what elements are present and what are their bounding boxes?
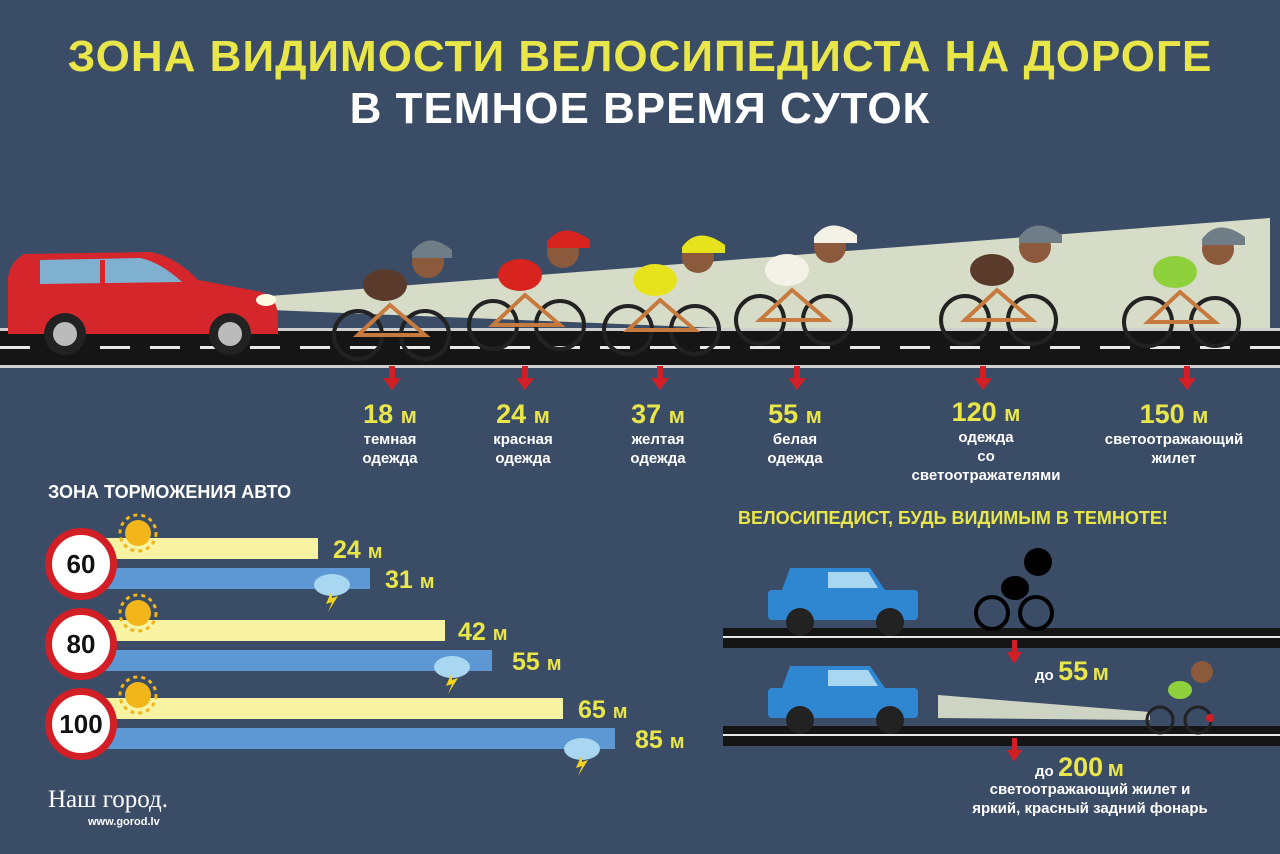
storm-cloud-icon bbox=[314, 574, 350, 612]
top-scene bbox=[0, 218, 1280, 390]
cyclist-2 bbox=[467, 230, 590, 351]
sun-icon bbox=[118, 593, 158, 633]
compare-visible: до 200 м bbox=[1035, 752, 1124, 782]
visible-cyclist bbox=[1145, 661, 1214, 735]
bar-80-dry bbox=[100, 620, 445, 641]
slogan: ВЕЛОСИПЕДИСТ, БУДЬ ВИДИМЫМ В ТЕМНОТЕ! bbox=[738, 508, 1168, 528]
visibility-red: 24 м красная одежда bbox=[493, 399, 553, 467]
cyclist-6 bbox=[1122, 227, 1245, 348]
visibility-dark: 18 м темная одежда bbox=[362, 399, 418, 467]
speed-sign-80: 80 bbox=[45, 608, 117, 680]
speed-sign-100: 100 bbox=[45, 688, 117, 760]
comparison-scene bbox=[723, 548, 1280, 762]
value-100-dry: 65 м bbox=[578, 696, 628, 724]
blue-jeep bbox=[768, 666, 918, 734]
bar-60-wet bbox=[100, 568, 370, 589]
visibility-vest: 150 м светоотражающий жилет bbox=[1104, 399, 1244, 467]
sun-icon bbox=[118, 675, 158, 715]
arrow-icons bbox=[1007, 640, 1022, 762]
sun-icon bbox=[118, 513, 158, 553]
dark-cyclist bbox=[974, 548, 1054, 631]
blue-jeep bbox=[768, 568, 918, 636]
storm-cloud-icon bbox=[564, 738, 600, 776]
headlight-beam bbox=[938, 695, 1150, 720]
cyclist-1 bbox=[332, 240, 452, 361]
cyclist-4 bbox=[734, 225, 857, 346]
logo-url: www.gorod.lv bbox=[88, 816, 160, 828]
value-60-dry: 24 м bbox=[333, 536, 383, 564]
bar-80-wet bbox=[100, 650, 492, 671]
storm-cloud-icon bbox=[434, 656, 470, 694]
arrow-icons bbox=[383, 366, 1196, 390]
weather-icons bbox=[118, 513, 600, 776]
red-car bbox=[8, 252, 278, 355]
compare-dark: до 55 м bbox=[1035, 656, 1109, 686]
value-80-wet: 55 м bbox=[512, 648, 562, 676]
visibility-white: 55 м белая одежда bbox=[767, 399, 823, 467]
compare-note: светоотражающий жилет и яркий, красный з… bbox=[972, 781, 1208, 817]
visibility-yellow: 37 м желтая одежда bbox=[630, 399, 686, 467]
title-line-1: ЗОНА ВИДИМОСТИ ВЕЛОСИПЕДИСТА НА ДОРОГЕ bbox=[67, 32, 1213, 81]
cyclist-3 bbox=[602, 235, 725, 356]
value-80-dry: 42 м bbox=[458, 618, 508, 646]
visibility-reflectors: 120 м одежда со светоотражателями bbox=[911, 397, 1061, 484]
bar-100-dry bbox=[100, 698, 563, 719]
value-60-wet: 31 м bbox=[385, 566, 435, 594]
bar-100-wet bbox=[100, 728, 615, 749]
title-line-2: В ТЕМНОЕ ВРЕМЯ СУТОК bbox=[349, 84, 931, 133]
speed-sign-60: 60 bbox=[45, 528, 117, 600]
cyclist-5 bbox=[939, 225, 1062, 346]
braking-title: ЗОНА ТОРМОЖЕНИЯ АВТО bbox=[48, 482, 292, 502]
logo: Наш город. bbox=[48, 786, 169, 813]
value-100-wet: 85 м bbox=[635, 726, 685, 754]
